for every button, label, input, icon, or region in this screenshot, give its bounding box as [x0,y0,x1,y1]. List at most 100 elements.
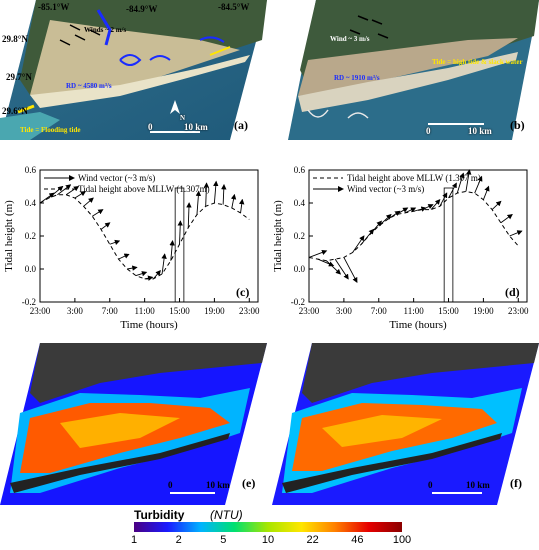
colorbar-tick-label: 5 [220,534,227,546]
x-tick-label: 7:00 [371,306,388,316]
wind-arrow [203,182,210,207]
wind-arrow [334,258,349,280]
y-tick-label: 0.0 [294,264,306,274]
wind-arrow [422,204,434,211]
colorbar-tick-label: 100 [392,534,412,546]
coord-left-2: 29.7°N [6,72,32,82]
wind-arrow [474,175,483,194]
turbidity-map-f-graphic [272,343,539,505]
colorbar-tick-label: 2 [175,534,182,546]
turbidity-map-e [0,343,267,505]
wind-arrow [378,213,392,227]
wind-arrow [65,185,80,196]
wind-arrow [39,192,55,204]
scale-zero-f: 0 [428,480,433,490]
wind-arrow [465,169,472,192]
scale-label-a: 10 km [184,122,208,132]
tidal-chart-d: -0.2 0.0 0.2 0.4 0.6 23:00 3:00 7:00 11:00 15:00 1… [272,165,529,331]
y-tick-label: 0.0 [25,264,37,274]
colorbar-title: Turbidity [134,508,185,522]
wind-arrow [92,209,104,217]
coord-left-1: 29.8°N [2,34,28,44]
north-label: N [180,114,186,122]
scale-label-b: 10 km [468,126,492,136]
wind-arrow [169,240,175,261]
wind-arrow [100,222,111,230]
wind-arrow [195,190,202,215]
highlight-window [443,187,454,303]
panel-label-a: (a) [234,118,248,132]
y-axis-label: Tidal height (m) [272,200,284,272]
x-tick-label: 11:00 [404,306,425,316]
x-tick-label: 11:00 [135,306,156,316]
panel-label: (c) [236,285,249,299]
panel-label: (d) [505,285,520,299]
legend-entry: Wind vector (~3 m/s) [78,173,155,183]
rd-text-a: RD ~ 4580 m³/s [66,82,112,90]
coord-top-1: -85.1°W [38,2,70,12]
x-tick-label: 23:00 [508,306,529,316]
x-tick-label: 23:00 [239,306,260,316]
wind-arrow [161,253,167,275]
wind-arrow [439,192,448,207]
x-tick-label: 23:00 [299,306,320,316]
wind-arrow [491,200,502,210]
wind-arrow [308,249,328,258]
wind-arrow [109,239,121,245]
wind-arrow [83,197,94,207]
wind-arrow [135,271,148,277]
x-tick-label: 3:00 [67,306,84,316]
wind-arrow [404,207,417,214]
tide-line [308,190,519,262]
wind-arrow [221,183,227,205]
tide-text-a: Tide = Flooding tide [20,126,81,134]
wind-arrow [230,193,237,209]
wind-arrow [48,185,64,199]
winds-text-a: Winds ~ 2 m/s [84,26,127,34]
wind-arrow [127,265,138,271]
x-tick-label: 3:00 [336,306,353,316]
wind-arrow [57,184,72,196]
y-tick-label: -0.2 [291,297,305,307]
panel-label-f: (f) [510,476,522,490]
turbidity-map-f [272,343,539,505]
scale-label-f: 10 km [466,480,490,490]
scale-label-e: 10 km [206,480,230,490]
wind-arrow [153,269,161,280]
satellite-map-a [0,0,267,140]
legend-entry: Wind vector (~3 m/s) [347,184,424,194]
rd-text-b: RD ~ 1910 m³/s [334,74,380,82]
legend-entry: Tidal height above MLLW (1.307 m) [347,173,481,183]
wind-arrow [360,228,375,245]
wind-arrow [74,190,87,199]
colorbar-tick-label: 22 [306,534,319,546]
y-tick-label: 0.4 [25,198,37,208]
y-tick-label: 0.4 [294,198,306,208]
x-axis-label: Time (hours) [389,319,447,331]
x-tick-label: 15:00 [169,306,190,316]
y-tick-label: -0.2 [22,297,36,307]
wind-arrow [326,260,342,275]
wind-arrow [448,182,457,199]
y-tick-label: 0.2 [294,231,305,241]
tidal-chart-c: -0.2 0.0 0.2 0.4 0.6 23:00 3:00 7:00 11:00 15:00 1… [3,165,260,331]
wind-arrow [239,198,245,213]
wind-arrow [387,210,401,220]
x-tick-label: 19:00 [204,306,225,316]
legend-entry: Tidal height above MLLW (1.307m) [78,184,210,194]
coord-top-3: -84.5°W [218,2,250,12]
tide-line [39,194,250,280]
wind-arrow [395,207,409,215]
scale-zero-b: 0 [426,126,431,136]
colorbar-tick-label: 1 [130,534,138,546]
scale-zero-e: 0 [168,480,173,490]
wind-arrow [509,230,523,237]
y-tick-label: 0.6 [25,165,37,175]
tide-text-b: Tide = high tide & slack water [432,58,523,66]
wind-text-b: Wind ~ 3 m/s [330,35,370,43]
wind-arrow [500,214,513,224]
wind-arrow [352,235,365,253]
panel-label-e: (e) [242,476,256,490]
wind-arrow [456,172,465,194]
x-tick-label: 15:00 [438,306,459,316]
